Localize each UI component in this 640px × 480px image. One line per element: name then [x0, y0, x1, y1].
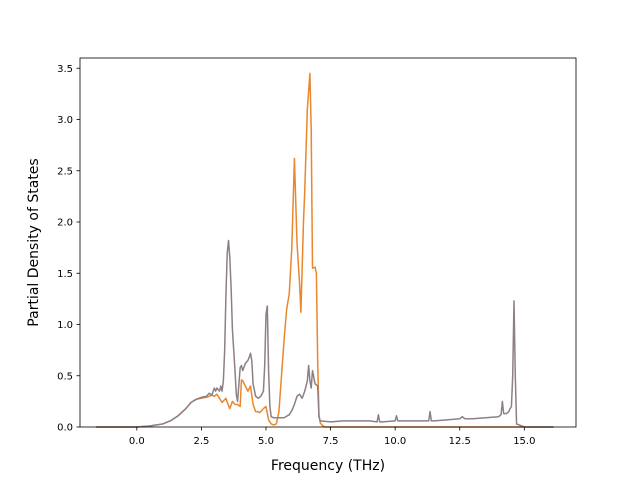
x-axis-ticks: 0.0 2.5 5.0 7.5 10.0 12.5 15.0 [129, 427, 535, 447]
axes-frame [79, 57, 577, 428]
y-axis-ticks: 0.0 0.5 1.0 1.5 2.0 2.5 3.0 3.5 [57, 64, 80, 434]
x-tick-label: 2.5 [193, 436, 209, 447]
y-tick-label: 3.5 [57, 64, 73, 75]
y-tick-label: 1.0 [57, 320, 73, 331]
x-tick-label: 5.0 [258, 436, 274, 447]
x-tick-label: 15.0 [513, 436, 535, 447]
x-axis-label: Frequency (THz) [271, 458, 385, 474]
x-tick-label: 10.0 [384, 436, 406, 447]
series-line-1 [96, 72, 554, 428]
x-tick-label: 12.5 [449, 436, 471, 447]
series-line-2 [96, 239, 554, 428]
x-tick-label: 0.0 [129, 436, 145, 447]
y-tick-label: 0.0 [57, 423, 73, 434]
y-tick-label: 0.5 [57, 371, 73, 382]
x-tick-label: 7.5 [323, 436, 339, 447]
y-axis-label: Partial Density of States [26, 158, 42, 326]
plot-series [96, 72, 554, 428]
y-tick-label: 3.0 [57, 115, 73, 126]
y-tick-label: 2.5 [57, 166, 73, 177]
y-tick-label: 1.5 [57, 269, 73, 280]
y-tick-label: 2.0 [57, 218, 73, 229]
